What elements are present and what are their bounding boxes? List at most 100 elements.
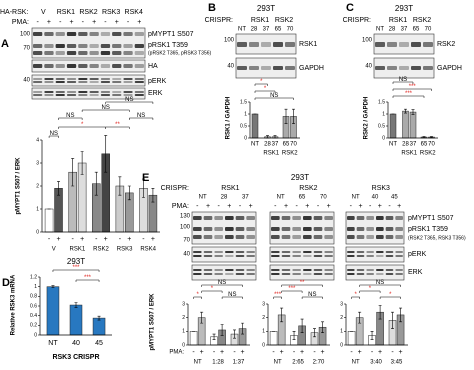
row-label: PMA: [169,350,184,356]
bracket [281,284,323,287]
bracket [301,296,323,299]
blot-band [55,91,65,93]
error-bar [430,136,433,138]
group-label: 1:28 [212,360,224,366]
bar [389,113,397,139]
blot-band [366,235,374,239]
y-tick-label: 2 [340,315,343,321]
blot [235,33,297,55]
blot-band [112,81,122,83]
x-tick-label: + [241,349,245,356]
blot-band [193,269,202,271]
error-bar [212,333,216,340]
band-label: (RSK2 T365, RSK3 T356) [408,235,466,241]
group-label: V [41,9,46,16]
blot-band [134,51,144,55]
blot-band [214,235,223,239]
blot-band [237,42,247,47]
significance: NS [376,280,384,286]
error-bar [292,108,295,124]
blot-band [366,273,374,275]
x-tick-label: 28 [402,142,409,148]
error-bar [391,311,394,329]
error-bar [118,176,122,196]
error-bar [321,321,325,333]
blot-band [395,235,403,239]
lane-label: 37 [242,195,249,201]
mw-marker: 100 [224,38,235,44]
blot [345,211,405,245]
group-label: RSK1 [263,151,279,157]
blot-band [324,216,333,220]
blot-band [33,78,43,80]
row-label: PMA: [172,203,189,210]
row-label: CRISPR: [343,17,371,24]
blot-band [214,269,223,271]
blot-band [214,251,223,253]
error-bar [141,178,145,198]
panel-letter: D [2,277,10,289]
y-tick-label: 1 [340,329,343,335]
blot-band [303,251,312,253]
x-tick-label: 70 [428,142,435,148]
pma-sign: + [70,19,74,26]
error-bar [80,151,84,175]
blot-band [411,42,421,47]
significance: ** [115,122,120,128]
group-label: RSK1 [401,151,417,157]
blot-band [66,78,77,80]
x-axis-label: RSK3 CRISPR [52,354,99,361]
blot-band [193,251,202,253]
y-tick-label: 0 [382,135,385,141]
group-label: RSK3 [102,9,120,16]
significance: *** [288,286,296,292]
bracket [392,95,425,98]
panel-title: 293T [291,173,309,182]
error-bar [358,311,362,324]
band-label: HA [148,63,158,70]
error-bar [51,285,55,288]
blot-band [423,42,433,47]
blot-band [123,32,133,36]
blot-band [385,269,394,271]
lane-label: 28 [221,195,228,201]
y-tick-label: 0 [34,332,37,338]
blot-band [347,269,355,271]
significance: NS [218,280,226,286]
blot-band [89,81,99,83]
blot-band [33,51,43,55]
panel-title: 293T [257,4,275,13]
pma-sign: - [59,19,62,26]
blot-band [33,32,43,36]
lane-label: 40 [372,195,379,201]
band-label: ERK [408,269,423,276]
blot-band [285,66,295,70]
blot-band [235,269,245,271]
bar [269,331,278,346]
blot-band [44,44,54,48]
error-bar [200,311,204,324]
blot-band [55,51,65,55]
group-label: RSK1 [389,17,407,24]
blot-band [193,273,202,275]
blot-band [246,227,255,231]
group-label: RSK2 [282,151,298,157]
blot-band [281,227,291,231]
blot-band [249,42,259,47]
x-tick-label: 37 [272,142,279,148]
pma-sign: + [227,203,231,210]
blot-band [55,44,65,48]
blot-band [100,81,111,83]
x-tick-label: - [119,236,122,243]
bracket [75,279,100,282]
blot-band [134,64,144,68]
band-label: pERK [148,78,167,85]
blot-band [112,91,122,93]
blot-band [385,227,394,231]
panel-letter: A [1,38,9,50]
lane-label: 70 [287,27,294,33]
y-tick-label: 1 [262,329,265,335]
blot-band [225,227,234,231]
pma-sign: - [388,203,391,210]
band-label: GAPDH [299,65,324,72]
